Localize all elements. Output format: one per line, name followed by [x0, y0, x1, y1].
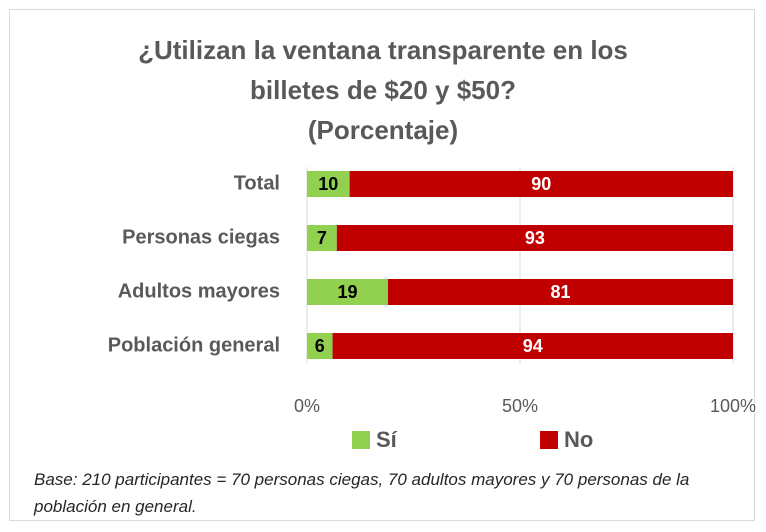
- y-tick-label: Personas ciegas: [122, 226, 280, 248]
- footnote: Base: 210 participantes = 70 personas ci…: [34, 470, 690, 516]
- legend-label: Sí: [376, 427, 398, 452]
- bar-segment: [349, 171, 733, 197]
- data-label: 94: [523, 336, 543, 356]
- x-tick-label: 50%: [502, 396, 538, 416]
- bar-segment: [332, 333, 733, 359]
- y-tick-label: Población general: [108, 334, 280, 356]
- data-label: 10: [318, 174, 338, 194]
- legend-swatch: [352, 431, 370, 449]
- chart-frame: [9, 9, 755, 521]
- data-label: 7: [317, 228, 327, 248]
- x-tick-label: 100%: [710, 396, 756, 416]
- legend-label: No: [564, 427, 593, 452]
- data-label: 93: [525, 228, 545, 248]
- data-label: 6: [315, 336, 325, 356]
- legend-swatch: [540, 431, 558, 449]
- data-label: 90: [531, 174, 551, 194]
- bar-segment: [307, 225, 337, 251]
- data-label: 81: [550, 282, 570, 302]
- x-tick-label: 0%: [294, 396, 320, 416]
- y-tick-label: Total: [234, 172, 280, 194]
- bar-segment: [336, 225, 733, 251]
- bar-segment: [307, 333, 333, 359]
- chart-subtitle: (Porcentaje): [307, 115, 459, 145]
- bar-segment: [307, 279, 388, 305]
- chart-title: ¿Utilizan la ventana transparente en los…: [138, 35, 628, 105]
- bar-segment: [307, 171, 350, 197]
- bar-segment: [387, 279, 733, 305]
- y-tick-label: Adultos mayores: [118, 280, 280, 302]
- data-label: 19: [337, 282, 357, 302]
